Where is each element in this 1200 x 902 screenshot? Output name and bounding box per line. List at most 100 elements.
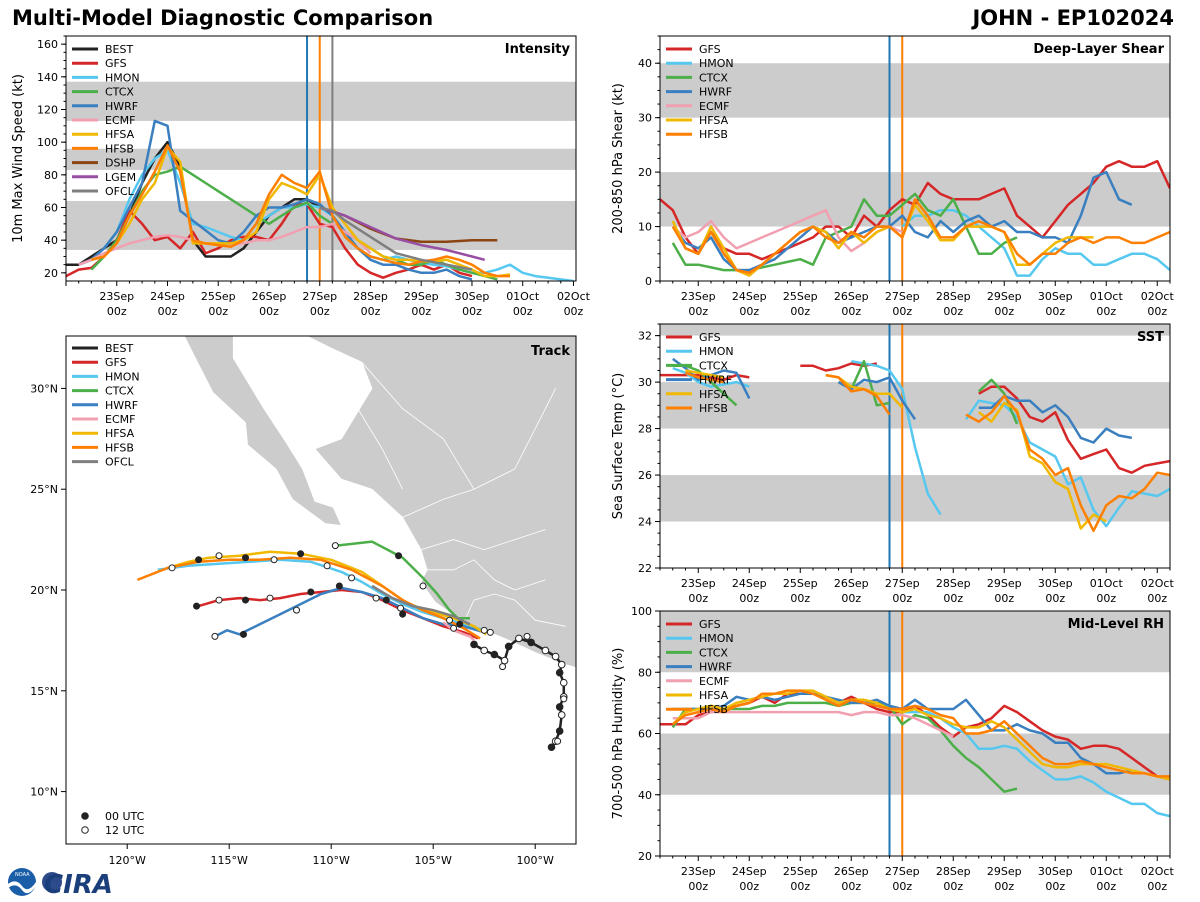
series-line-hmon	[851, 359, 942, 516]
best-track-marker	[480, 646, 489, 655]
cira-logo: NOAA CIRA	[6, 866, 116, 900]
legend-label-ecmf: ECMF	[105, 413, 135, 426]
y-tick-label: 26	[638, 469, 652, 482]
y-axis-label: Sea Surface Temp (°C)	[611, 373, 626, 520]
x-tick-label-hour: 00z	[739, 305, 759, 318]
series-line-hfsa	[685, 369, 725, 379]
best-track-marker	[490, 650, 499, 659]
x-tick-label-hour: 00z	[1147, 305, 1167, 318]
y-tick-label: 25°N	[30, 483, 58, 496]
x-tick-label-date: 26Sep	[834, 577, 869, 590]
x-tick-label-hour: 00z	[841, 305, 861, 318]
baja-california	[183, 336, 343, 526]
legend-label-hfsb: HFSB	[699, 128, 728, 141]
x-tick-label-hour: 00z	[943, 592, 963, 605]
track-marker	[331, 542, 339, 550]
track-marker	[395, 552, 403, 560]
threshold-band	[660, 324, 1170, 336]
x-tick-label-date: 28Sep	[936, 577, 971, 590]
x-tick-label-hour: 00z	[841, 592, 861, 605]
x-tick-label: 120°W	[109, 854, 146, 867]
x-tick-label-hour: 00z	[943, 880, 963, 893]
track-marker	[242, 554, 250, 562]
legend-label-hfsa: HFSA	[105, 427, 135, 440]
y-tick-label: 40	[44, 234, 58, 247]
legend-label-hfsa: HFSA	[699, 689, 729, 702]
track-marker	[323, 562, 331, 570]
x-tick-label-hour: 00z	[943, 305, 963, 318]
x-tick-label-hour: 00z	[994, 880, 1014, 893]
y-tick-label: 40	[638, 57, 652, 70]
legend-label-hwrf: HWRF	[699, 661, 732, 674]
x-tick-label-date: 25Sep	[201, 290, 236, 303]
x-tick-label-date: 29Sep	[404, 290, 439, 303]
x-tick-label-hour: 00z	[208, 305, 228, 318]
best-track-marker	[515, 634, 523, 643]
legend-label-best: BEST	[105, 342, 133, 355]
panel-title: Track	[531, 344, 570, 359]
series-line-hfsa	[91, 145, 511, 278]
x-tick-label-hour: 00z	[688, 305, 708, 318]
track-marker	[399, 610, 407, 618]
legend-label-ctcx: CTCX	[699, 646, 728, 659]
best-track-marker	[557, 711, 566, 719]
x-tick-label-date: 27Sep	[885, 865, 920, 878]
marker-legend-label: 12 UTC	[105, 824, 145, 837]
x-tick-label-hour: 00z	[1096, 305, 1116, 318]
x-tick-label-date: 24Sep	[732, 577, 767, 590]
track-marker	[270, 556, 278, 564]
legend-label-ecmf: ECMF	[105, 114, 135, 127]
threshold-band	[660, 382, 1170, 429]
y-tick-label: 30	[638, 376, 652, 389]
y-axis-label: 10m Max Wind Speed (kt)	[11, 74, 26, 243]
x-tick-label-hour: 00z	[1096, 880, 1116, 893]
series-line-hfsa	[671, 203, 1094, 277]
x-tick-label-hour: 00z	[892, 592, 912, 605]
best-track-marker	[500, 656, 509, 665]
x-tick-label-date: 27Sep	[885, 577, 920, 590]
legend-label-ctcx: CTCX	[699, 359, 728, 372]
x-tick-label-date: 26Sep	[834, 290, 869, 303]
x-tick-label-hour: 00z	[1096, 592, 1116, 605]
panel-title: Deep-Layer Shear	[1033, 42, 1164, 57]
legend-label-gfs: GFS	[699, 331, 721, 344]
x-tick-label-hour: 00z	[411, 305, 431, 318]
x-tick-label-date: 02Oct	[1141, 865, 1175, 878]
track-marker	[486, 628, 494, 636]
mainland-mexico	[305, 336, 576, 669]
x-tick-label: 115°W	[211, 854, 248, 867]
best-track-marker	[555, 703, 564, 711]
threshold-band	[660, 611, 1170, 673]
y-tick-label: 20	[638, 850, 652, 863]
legend-label-hwrf: HWRF	[699, 374, 732, 387]
legend-label-hfsb: HFSB	[105, 142, 134, 155]
x-tick-label-hour: 00z	[688, 880, 708, 893]
x-tick-label-date: 23Sep	[681, 290, 716, 303]
y-tick-label: 24	[638, 516, 652, 529]
legend-label-ecmf: ECMF	[699, 675, 729, 688]
legend-label-hfsb: HFSB	[105, 441, 134, 454]
legend-label-hfsa: HFSA	[699, 388, 729, 401]
track-marker	[215, 596, 223, 604]
best-track-marker	[470, 640, 478, 649]
x-tick-label-date: 26Sep	[252, 290, 287, 303]
y-tick-label: 140	[37, 71, 58, 84]
x-tick-label-date: 01Oct	[1090, 290, 1124, 303]
page-title: Multi-Model Diagnostic Comparison	[12, 6, 434, 30]
y-tick-label: 0	[645, 275, 652, 288]
panel-title: Mid-Level RH	[1068, 617, 1164, 632]
rh-panel: 20 40 60 80 100 23Sep 00z 24Sep 00z 25Sep 00z 26Sep…	[611, 605, 1174, 893]
track-marker	[523, 632, 531, 640]
legend-label-hwrf: HWRF	[699, 86, 732, 99]
track-line-hfsb	[136, 556, 481, 640]
sst-panel: 22 24 26 28 30 32 23Sep 00z 24Sep 00z 25Sep 00z 26Se…	[611, 323, 1174, 605]
x-tick-label: 100°W	[517, 854, 554, 867]
cira-logo-text: CIRA	[44, 870, 113, 898]
series-line-hfsb	[825, 373, 891, 416]
legend-label-ofcl: OFCL	[105, 456, 135, 469]
x-tick-label-hour: 00z	[513, 305, 533, 318]
x-tick-label-date: 29Sep	[987, 865, 1022, 878]
legend-label-hmon: HMON	[699, 632, 734, 645]
track-marker	[293, 606, 301, 614]
